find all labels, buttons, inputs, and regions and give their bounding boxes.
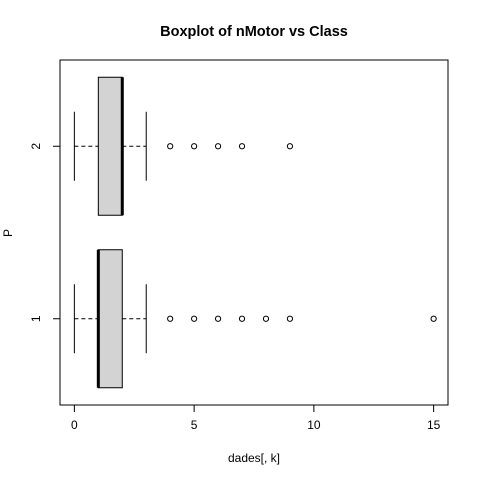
x-tick-label: 5 bbox=[191, 418, 198, 432]
boxes bbox=[73, 76, 437, 389]
outlier-point bbox=[191, 143, 198, 150]
x-axis: 0 5 10 15 bbox=[71, 404, 441, 432]
outlier-point bbox=[262, 315, 270, 322]
outlier-point bbox=[214, 315, 222, 322]
outlier-point bbox=[430, 315, 437, 322]
outlier-point bbox=[238, 143, 246, 150]
box-group-1 bbox=[73, 249, 437, 389]
chart-title: Boxplot of nMotor vs Class bbox=[160, 24, 348, 40]
x-tick-label: 10 bbox=[307, 418, 321, 432]
outlier-point bbox=[191, 315, 198, 322]
outlier-point bbox=[238, 315, 246, 322]
outlier-point bbox=[167, 315, 174, 322]
x-axis-label: dades[, k] bbox=[228, 451, 280, 465]
outlier-point bbox=[286, 315, 294, 322]
y-tick-label: 1 bbox=[29, 315, 43, 322]
y-axis: 12 bbox=[29, 143, 61, 322]
y-axis-label: P bbox=[1, 229, 15, 237]
outlier-point bbox=[214, 143, 222, 150]
box-iqr bbox=[97, 249, 123, 389]
outlier-point bbox=[167, 143, 174, 150]
x-tick-label: 0 bbox=[71, 418, 78, 432]
outlier-point bbox=[286, 143, 294, 150]
box-group-2 bbox=[73, 76, 294, 216]
y-tick-label: 2 bbox=[29, 143, 43, 150]
x-tick-label: 15 bbox=[427, 418, 441, 432]
box-iqr bbox=[97, 76, 123, 216]
